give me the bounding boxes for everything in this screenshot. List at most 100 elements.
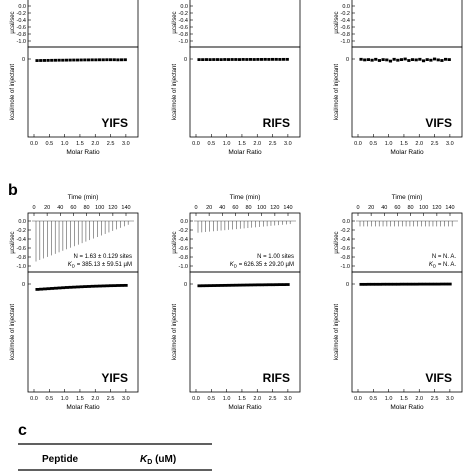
data-point <box>201 58 205 61</box>
data-point <box>399 58 404 61</box>
fit-kd-value: KD = 385.13 ± 59.51 µM <box>68 262 132 269</box>
molar-axis-label: Molar Ratio <box>228 404 262 411</box>
data-point <box>259 58 264 61</box>
data-point <box>245 58 249 61</box>
data-point <box>50 58 54 62</box>
raw-ytick-label: -0.8 <box>341 32 350 38</box>
raw-ytick-label: -0.6 <box>179 25 188 31</box>
raw-ytick-label: -0.2 <box>341 228 350 234</box>
data-point <box>370 58 374 62</box>
raw-ytick-label: -1.0 <box>17 39 26 45</box>
time-tick-label: 40 <box>57 205 63 211</box>
data-point <box>208 58 212 61</box>
data-point <box>388 59 393 63</box>
data-point <box>447 58 451 61</box>
data-point <box>374 57 378 61</box>
raw-ytick-label: -1.0 <box>179 264 188 270</box>
data-point <box>281 57 286 61</box>
molar-tick-label: 0.0 <box>192 396 200 402</box>
panel-a-rifs: µcal/sec0.0-0.2-0.4-0.6-0.8-1.0kcal/mole… <box>172 0 301 156</box>
int-ytick-label: 0 <box>184 57 187 63</box>
table-header-kd: KD (uM) <box>140 454 176 466</box>
int-ylabel: kcal/mole of injectant <box>10 304 16 360</box>
molar-axis-label: Molar Ratio <box>390 404 424 411</box>
data-point <box>414 58 418 62</box>
data-point <box>219 58 223 61</box>
data-point <box>53 58 58 62</box>
table-header-peptide: Peptide <box>42 454 79 465</box>
molar-tick-label: 0.0 <box>30 141 38 147</box>
data-point <box>377 59 382 62</box>
raw-ylabel: µcal/sec <box>172 11 178 33</box>
int-ytick-label: 0 <box>346 57 349 63</box>
raw-ytick-label: -0.4 <box>179 18 188 24</box>
titrant-label: RIFS <box>263 371 290 385</box>
data-point <box>237 58 242 61</box>
integrated-heat-frame <box>189 271 301 393</box>
raw-heat-frame <box>27 0 139 48</box>
data-point <box>94 58 98 62</box>
data-point <box>234 58 238 61</box>
raw-ytick-label: 0.0 <box>342 4 350 10</box>
raw-ytick-label: -0.8 <box>341 255 350 261</box>
raw-ytick-label: -1.0 <box>341 264 350 270</box>
molar-tick-label: 1.0 <box>385 396 393 402</box>
raw-ytick-label: -0.6 <box>341 25 350 31</box>
time-tick-label: 100 <box>419 205 428 211</box>
raw-ytick-label: -0.2 <box>17 228 26 234</box>
int-ytick-label: 0 <box>22 282 25 288</box>
raw-ytick-label: 0.0 <box>18 4 26 10</box>
raw-ytick-label: 0.0 <box>18 219 26 225</box>
raw-ytick-label: -1.0 <box>179 39 188 45</box>
fit-curve <box>37 284 126 291</box>
data-point <box>432 57 437 61</box>
raw-ytick-label: 0.0 <box>180 219 188 225</box>
data-point <box>212 58 216 61</box>
data-point <box>278 58 282 61</box>
molar-tick-label: 0.5 <box>369 396 377 402</box>
int-ylabel: kcal/mole of injectant <box>172 64 178 120</box>
raw-ytick-label: -0.8 <box>179 32 188 38</box>
data-point <box>425 58 429 61</box>
time-tick-label: 80 <box>84 205 90 211</box>
molar-tick-label: 2.0 <box>91 141 99 147</box>
molar-tick-label: 2.5 <box>269 141 277 147</box>
integrated-heat-frame <box>351 46 463 138</box>
raw-ylabel: µcal/sec <box>334 11 340 33</box>
raw-ylabel: µcal/sec <box>10 231 16 253</box>
time-axis-label: Time (min) <box>68 194 99 201</box>
data-point <box>90 58 94 62</box>
raw-heat-frame <box>189 0 301 48</box>
molar-tick-label: 0.5 <box>369 141 377 147</box>
data-point <box>79 58 83 62</box>
int-ylabel: kcal/mole of injectant <box>334 64 340 120</box>
molar-tick-label: 1.0 <box>223 141 231 147</box>
molar-axis-label: Molar Ratio <box>390 149 424 156</box>
data-point <box>421 59 426 63</box>
raw-ytick-label: -0.2 <box>341 11 350 17</box>
molar-tick-label: 2.0 <box>253 396 261 402</box>
raw-ytick-label: -0.8 <box>179 255 188 261</box>
molar-tick-label: 1.5 <box>400 141 408 147</box>
data-point <box>267 58 271 61</box>
time-tick-label: 80 <box>408 205 414 211</box>
data-point <box>256 58 260 61</box>
molar-tick-label: 1.5 <box>400 396 408 402</box>
data-point <box>123 283 128 287</box>
raw-ytick-label: -0.2 <box>179 228 188 234</box>
time-tick-label: 20 <box>44 205 50 211</box>
int-ylabel: kcal/mole of injectant <box>10 64 16 120</box>
molar-tick-label: 2.0 <box>415 396 423 402</box>
time-tick-label: 0 <box>194 205 197 211</box>
molar-tick-label: 0.5 <box>45 141 53 147</box>
int-ytick-label: 0 <box>346 282 349 288</box>
data-point <box>248 58 253 61</box>
integrated-heat-frame <box>27 271 139 393</box>
data-point <box>252 58 256 61</box>
time-tick-label: 20 <box>368 205 374 211</box>
kd-table: Peptide KD (uM) <box>18 443 212 471</box>
data-point <box>105 58 109 62</box>
molar-tick-label: 3.0 <box>122 396 130 402</box>
